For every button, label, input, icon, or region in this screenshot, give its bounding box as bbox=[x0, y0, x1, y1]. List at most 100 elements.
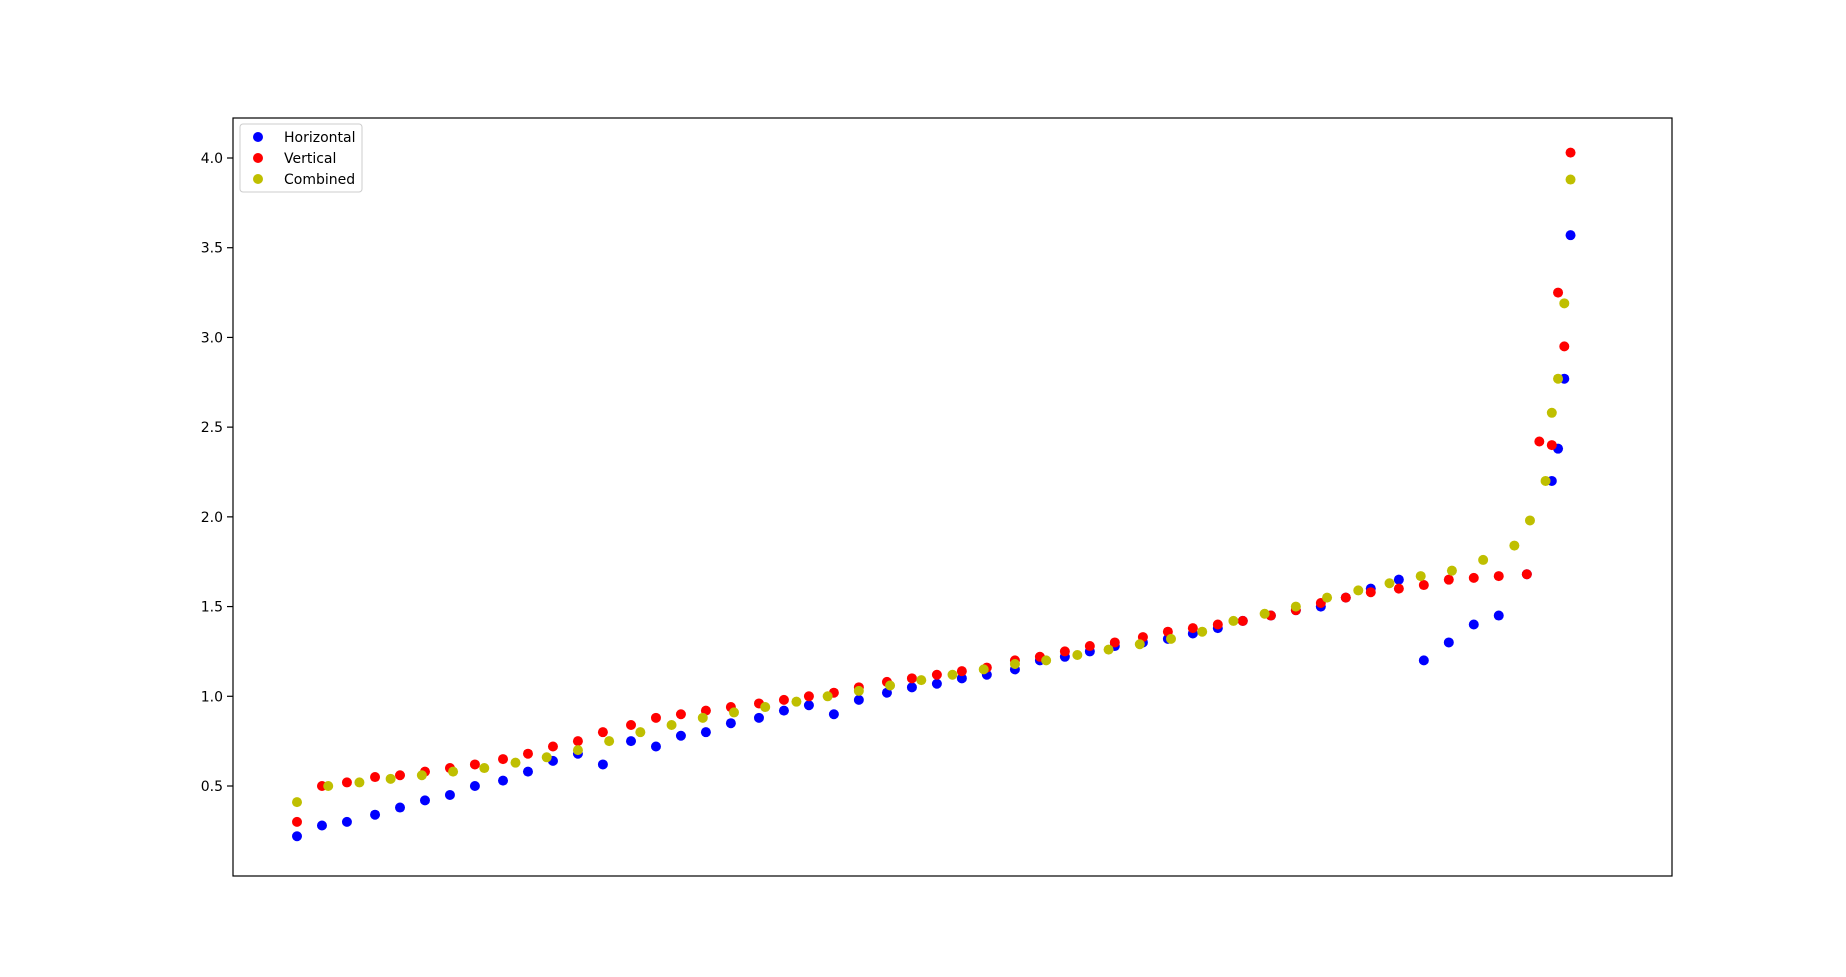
vertical-point bbox=[1468, 572, 1479, 583]
horizontal-point bbox=[1565, 230, 1576, 241]
vertical-point bbox=[1546, 440, 1557, 451]
combined-point bbox=[1009, 658, 1020, 669]
vertical-point bbox=[1109, 637, 1120, 648]
combined-point bbox=[354, 777, 365, 788]
y-tick-label: 1.0 bbox=[201, 689, 223, 705]
combined-point bbox=[1478, 554, 1489, 565]
horizontal-point bbox=[778, 705, 789, 716]
y-tick-label: 2.5 bbox=[201, 420, 223, 436]
vertical-point bbox=[1187, 623, 1198, 634]
vertical-point bbox=[1443, 574, 1454, 585]
combined-point bbox=[1197, 626, 1208, 637]
vertical-point bbox=[803, 691, 814, 702]
horizontal-point bbox=[700, 727, 711, 738]
horizontal-point bbox=[853, 694, 864, 705]
horizontal-point bbox=[931, 678, 942, 689]
combined-point bbox=[635, 727, 646, 738]
horizontal-point bbox=[650, 741, 661, 752]
legend-marker-vertical bbox=[253, 153, 263, 163]
vertical-point bbox=[956, 666, 967, 677]
horizontal-point bbox=[469, 781, 480, 791]
vertical-point bbox=[522, 748, 533, 759]
y-axis: 0.5 1.0 1.5 2.0 2.5 3.0 3.5 4.0 bbox=[201, 151, 233, 795]
horizontal-point bbox=[675, 730, 686, 741]
plot-area bbox=[232, 117, 1673, 877]
combined-point bbox=[885, 680, 896, 691]
vertical-point bbox=[1237, 615, 1248, 626]
combined-point bbox=[448, 766, 459, 777]
combined-point bbox=[1259, 608, 1270, 619]
combined-point bbox=[1322, 592, 1333, 603]
combined-point bbox=[604, 736, 615, 747]
combined-point bbox=[510, 757, 521, 768]
vertical-point bbox=[650, 712, 661, 723]
combined-point bbox=[1509, 540, 1520, 551]
combined-point bbox=[791, 696, 802, 707]
combined-point bbox=[1041, 655, 1052, 666]
combined-point bbox=[1565, 174, 1576, 185]
horizontal-point bbox=[956, 673, 967, 684]
combined-point bbox=[292, 797, 302, 808]
combined-point bbox=[1553, 373, 1564, 384]
combined-point bbox=[323, 781, 334, 791]
combined-point bbox=[697, 712, 708, 723]
vertical-point bbox=[547, 741, 558, 752]
horizontal-point bbox=[444, 789, 455, 800]
vertical-point bbox=[597, 727, 608, 738]
legend: Horizontal Vertical Combined bbox=[239, 123, 363, 193]
vertical-point bbox=[1493, 571, 1504, 582]
y-tick-label: 4.0 bbox=[201, 151, 223, 167]
vertical-point bbox=[1565, 147, 1576, 158]
combined-point bbox=[1415, 571, 1426, 582]
vertical-point bbox=[1534, 436, 1545, 447]
combined-point bbox=[1228, 615, 1239, 626]
vertical-point bbox=[675, 709, 686, 720]
vertical-point bbox=[1059, 646, 1070, 657]
vertical-point bbox=[498, 754, 509, 765]
horizontal-point bbox=[597, 759, 608, 770]
legend-label-combined: Combined bbox=[284, 172, 355, 188]
vertical-point bbox=[370, 772, 381, 783]
horizontal-point bbox=[1443, 637, 1454, 648]
vertical-point bbox=[341, 777, 352, 788]
combined-point bbox=[1103, 644, 1114, 655]
vertical-point bbox=[1418, 580, 1429, 591]
horizontal-point bbox=[753, 712, 764, 723]
vertical-point bbox=[778, 694, 789, 705]
y-tick-label: 1.5 bbox=[201, 600, 223, 616]
vertical-point bbox=[906, 673, 917, 684]
combined-point bbox=[1166, 633, 1176, 644]
combined-point bbox=[978, 664, 989, 675]
horizontal-point bbox=[370, 809, 381, 820]
combined-point bbox=[666, 719, 677, 730]
combined-point bbox=[541, 752, 552, 763]
horizontal-point bbox=[292, 831, 302, 842]
combined-point bbox=[1540, 475, 1551, 486]
combined-point bbox=[729, 707, 739, 718]
horizontal-point bbox=[828, 709, 839, 720]
combined-point bbox=[1290, 601, 1301, 612]
combined-point bbox=[1546, 407, 1557, 418]
combined-point bbox=[853, 685, 864, 696]
combined-point bbox=[1524, 515, 1535, 526]
combined-point bbox=[572, 745, 583, 756]
vertical-point bbox=[395, 770, 406, 781]
horizontal-point bbox=[341, 816, 352, 827]
vertical-point bbox=[1521, 569, 1532, 580]
combined-point bbox=[1353, 585, 1364, 596]
vertical-point bbox=[292, 816, 302, 827]
horizontal-point bbox=[395, 802, 406, 813]
combined-point bbox=[822, 691, 833, 702]
vertical-point bbox=[1365, 587, 1376, 598]
vertical-point bbox=[572, 736, 583, 747]
data-points bbox=[292, 147, 1576, 842]
combined-point bbox=[1134, 639, 1145, 650]
vertical-point bbox=[1084, 641, 1095, 652]
horizontal-point bbox=[522, 766, 533, 777]
series-combined bbox=[292, 174, 1576, 808]
legend-marker-horizontal bbox=[253, 132, 263, 142]
combined-point bbox=[1384, 578, 1395, 589]
combined-point bbox=[760, 702, 771, 713]
vertical-point bbox=[1559, 341, 1570, 352]
vertical-point bbox=[1340, 592, 1351, 603]
